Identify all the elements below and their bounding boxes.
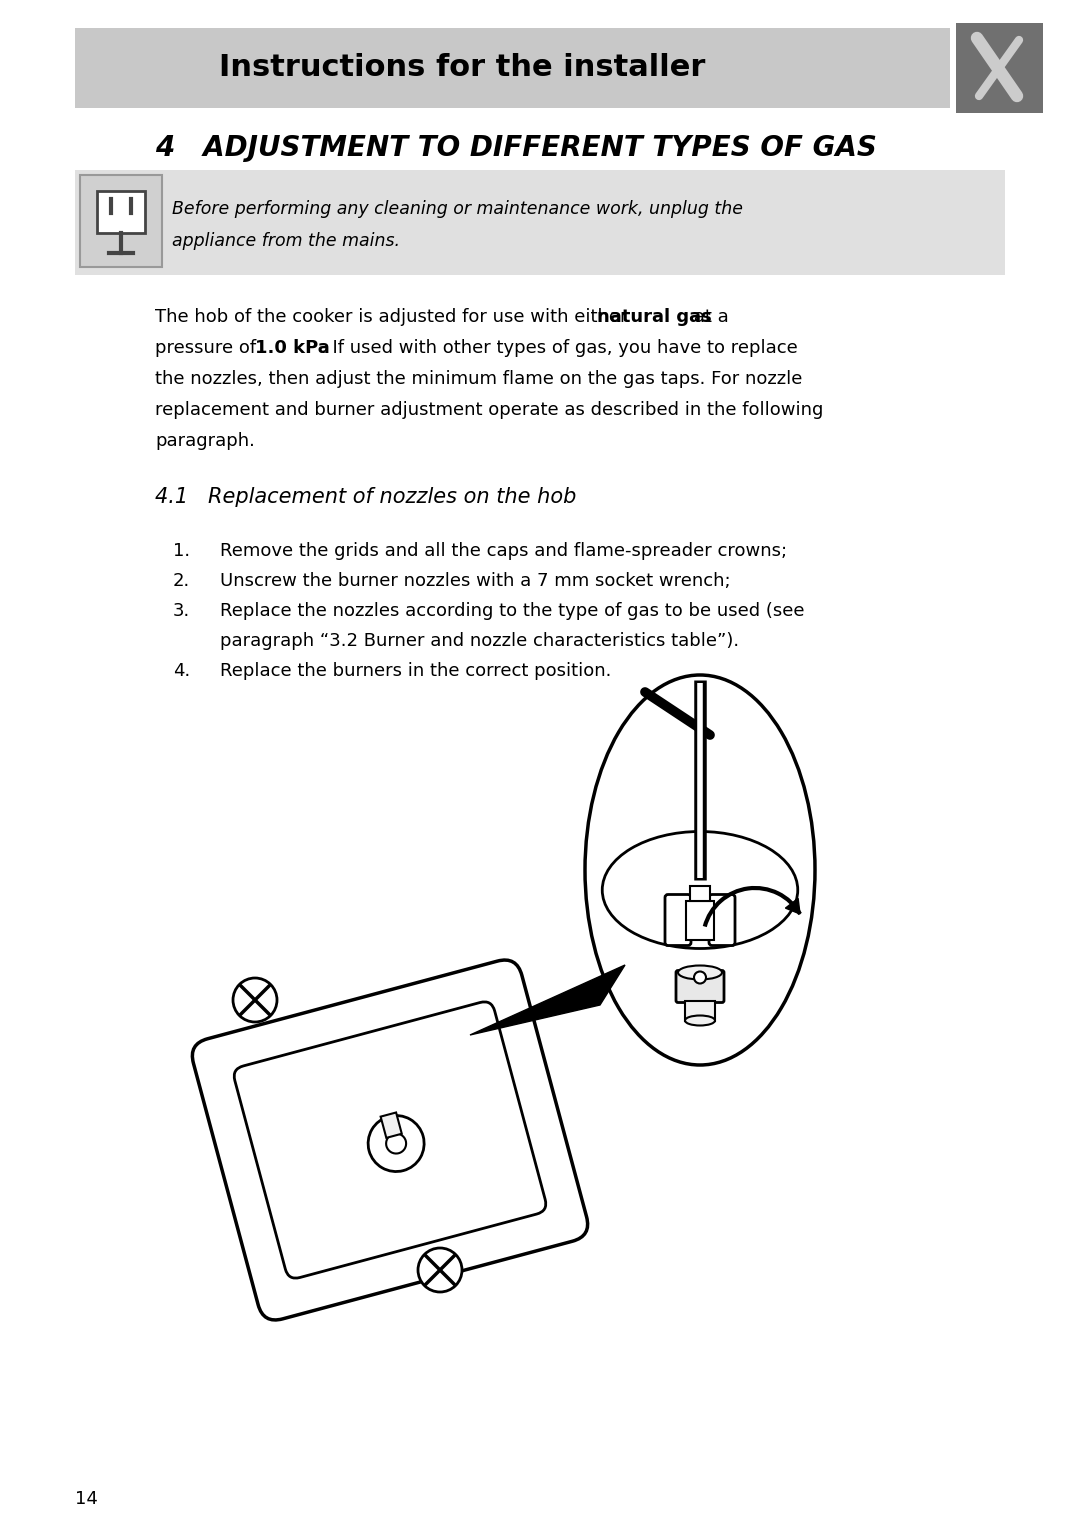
- Text: 4   ADJUSTMENT TO DIFFERENT TYPES OF GAS: 4 ADJUSTMENT TO DIFFERENT TYPES OF GAS: [156, 135, 877, 162]
- Circle shape: [233, 979, 276, 1021]
- FancyBboxPatch shape: [676, 971, 724, 1003]
- Text: appliance from the mains.: appliance from the mains.: [172, 232, 400, 251]
- Text: the nozzles, then adjust the minimum flame on the gas taps. For nozzle: the nozzles, then adjust the minimum fla…: [156, 370, 802, 388]
- Text: Instructions for the installer: Instructions for the installer: [219, 54, 705, 83]
- Bar: [380, 1113, 402, 1138]
- FancyBboxPatch shape: [192, 960, 588, 1320]
- Text: 4.1   Replacement of nozzles on the hob: 4.1 Replacement of nozzles on the hob: [156, 488, 577, 508]
- Circle shape: [694, 971, 706, 983]
- Text: natural gas: natural gas: [597, 307, 712, 326]
- Bar: [686, 901, 714, 939]
- Circle shape: [368, 1116, 424, 1171]
- Text: Unscrew the burner nozzles with a 7 mm socket wrench;: Unscrew the burner nozzles with a 7 mm s…: [220, 572, 731, 590]
- Text: 2.: 2.: [173, 572, 190, 590]
- Bar: [685, 1000, 715, 1020]
- Text: at a: at a: [688, 307, 729, 326]
- Text: 1.: 1.: [173, 541, 190, 560]
- Bar: [956, 23, 1043, 113]
- Text: The hob of the cooker is adjusted for use with either: The hob of the cooker is adjusted for us…: [156, 307, 633, 326]
- Polygon shape: [470, 965, 625, 1035]
- Bar: [97, 191, 145, 232]
- Text: . If used with other types of gas, you have to replace: . If used with other types of gas, you h…: [321, 339, 798, 356]
- Text: paragraph “3.2 Burner and nozzle characteristics table”).: paragraph “3.2 Burner and nozzle charact…: [220, 631, 739, 650]
- Text: Replace the burners in the correct position.: Replace the burners in the correct posit…: [220, 662, 611, 680]
- Bar: [75, 28, 950, 109]
- Ellipse shape: [685, 1015, 715, 1026]
- Text: Replace the nozzles according to the type of gas to be used (see: Replace the nozzles according to the typ…: [220, 602, 805, 619]
- FancyBboxPatch shape: [708, 894, 735, 945]
- Text: 1.0 kPa: 1.0 kPa: [255, 339, 329, 356]
- FancyBboxPatch shape: [665, 894, 691, 945]
- Circle shape: [387, 1133, 406, 1153]
- Text: 4.: 4.: [173, 662, 190, 680]
- Ellipse shape: [678, 965, 723, 980]
- Ellipse shape: [585, 674, 815, 1066]
- Circle shape: [418, 1248, 462, 1292]
- Text: 3.: 3.: [173, 602, 190, 619]
- Bar: [75, 170, 1005, 275]
- Text: 14: 14: [75, 1489, 98, 1508]
- Text: replacement and burner adjustment operate as described in the following: replacement and burner adjustment operat…: [156, 401, 823, 419]
- Bar: [80, 174, 162, 268]
- Polygon shape: [785, 899, 800, 914]
- Text: pressure of: pressure of: [156, 339, 261, 356]
- Bar: [690, 885, 710, 901]
- Text: Before performing any cleaning or maintenance work, unplug the: Before performing any cleaning or mainte…: [172, 200, 743, 219]
- FancyBboxPatch shape: [234, 1001, 545, 1278]
- Text: Remove the grids and all the caps and flame-spreader crowns;: Remove the grids and all the caps and fl…: [220, 541, 787, 560]
- Text: paragraph.: paragraph.: [156, 433, 255, 450]
